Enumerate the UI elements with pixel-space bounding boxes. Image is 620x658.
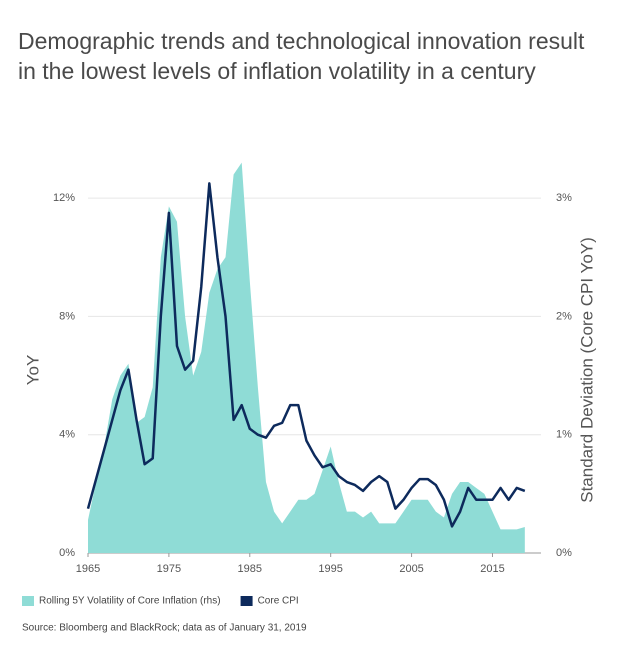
- legend-swatch: [22, 596, 34, 606]
- y-tick-label: 0%: [59, 547, 75, 559]
- y-axis-title: YoY: [23, 355, 42, 386]
- x-tick-label: 1965: [76, 563, 100, 575]
- x-tick-label: 2015: [480, 563, 504, 575]
- y2-tick-label: 0%: [556, 547, 572, 559]
- y-tick-label: 12%: [53, 192, 75, 204]
- y-tick-label: 4%: [59, 429, 75, 441]
- legend-swatch: [240, 596, 253, 606]
- source-note: Source: Bloomberg and BlackRock; data as…: [22, 623, 307, 634]
- chart-title: Demographic trends and technological inn…: [18, 28, 585, 84]
- legend-label: Rolling 5Y Volatility of Core Inflation …: [39, 596, 221, 607]
- y2-tick-label: 3%: [556, 192, 572, 204]
- y2-tick-label: 1%: [556, 429, 572, 441]
- x-tick-label: 2005: [399, 563, 423, 575]
- y2-axis-title: Standard Deviation (Core CPI YoY): [577, 237, 596, 503]
- x-tick-label: 1985: [238, 563, 262, 575]
- legend-label: Core CPI: [258, 596, 299, 607]
- volatility-area: [88, 162, 525, 553]
- cpi-line: [86, 182, 526, 528]
- x-tick-label: 1975: [157, 563, 181, 575]
- y-tick-label: 8%: [59, 310, 75, 322]
- y2-tick-label: 2%: [556, 310, 572, 322]
- x-tick-label: 1995: [318, 563, 342, 575]
